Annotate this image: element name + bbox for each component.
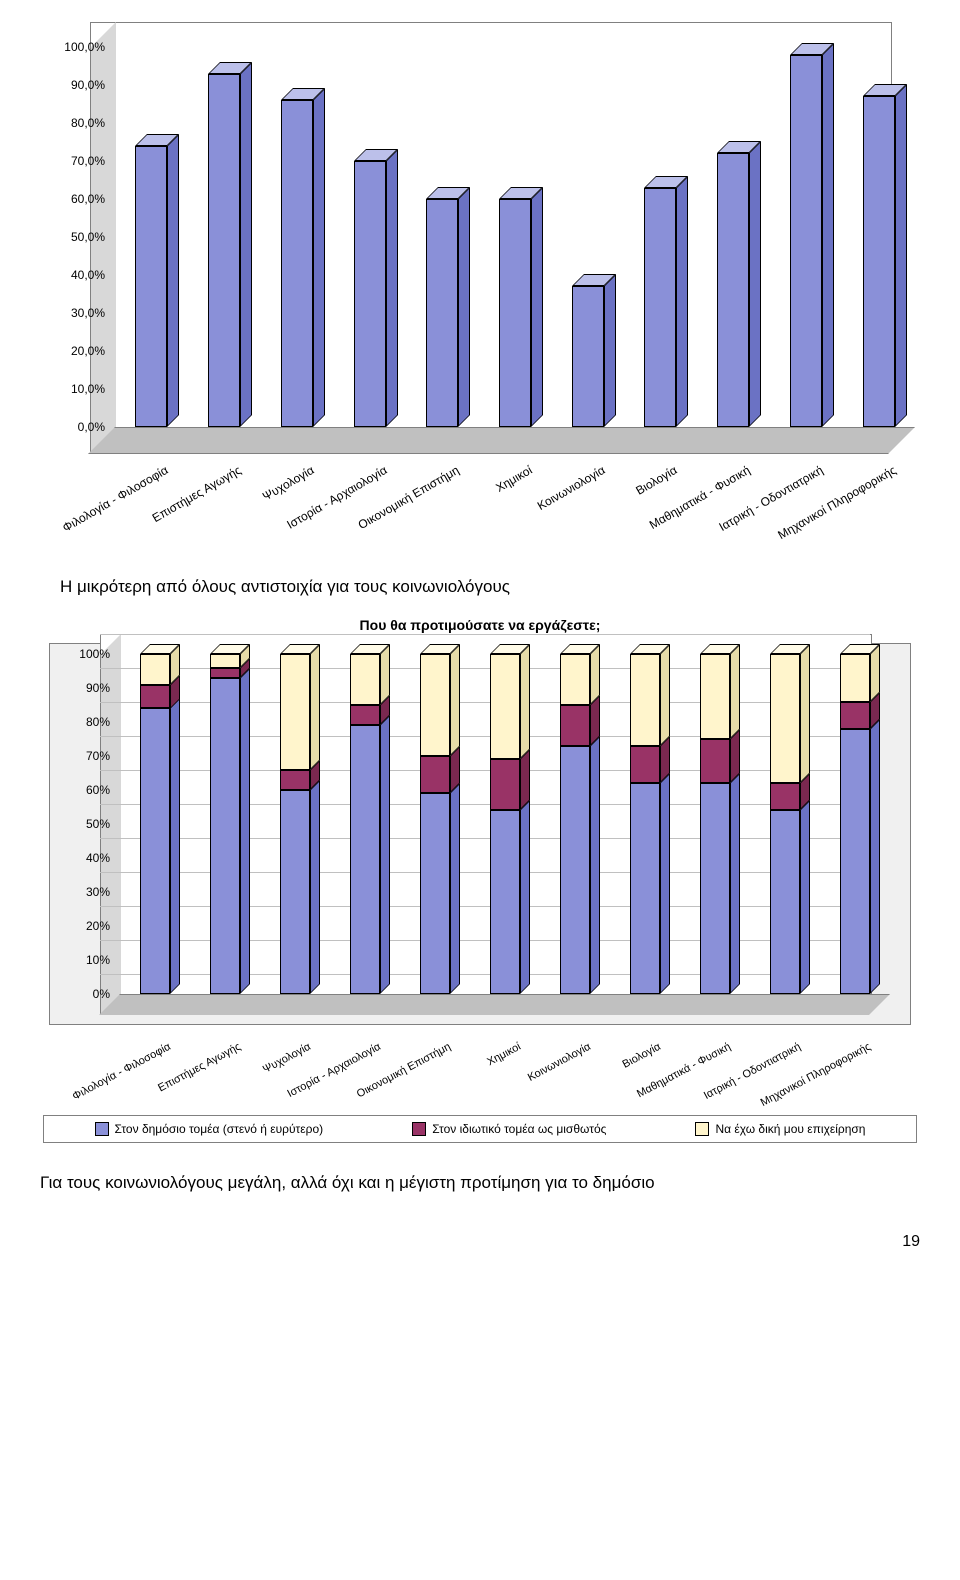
chart2-ytick: 10% [50,953,110,967]
chart2-ytick: 40% [50,851,110,865]
chart2-ytick: 70% [50,749,110,763]
legend-swatch [412,1122,426,1136]
chart2-xlabel: Φιλολογία - Φιλοσοφία [35,1041,173,1122]
chart2-ytick: 80% [50,715,110,729]
chart2-ytick: 90% [50,681,110,695]
chart1-ytick: 40,0% [30,268,105,282]
chart1-ytick: 30,0% [30,306,105,320]
chart2-xlabel: Οικονομική Επιστήμη [315,1041,453,1122]
chart1-ytick: 50,0% [30,230,105,244]
legend-item: Να έχω δική μου επιχείρηση [695,1122,865,1136]
chart2-ytick: 50% [50,817,110,831]
chart2-ytick: 100% [50,647,110,661]
closing-text: Για τους κοινωνιολόγους μεγάλη, αλλά όχι… [40,1173,940,1193]
chart1-ytick: 0,0% [30,420,105,434]
chart2-xlabel: Κοινωνιολογία [455,1041,593,1122]
chart1-floor [88,427,915,454]
page-number: 19 [20,1233,940,1251]
chart1-ytick: 20,0% [30,344,105,358]
legend-label: Στον ιδιωτικό τομέα ως μισθωτός [432,1122,606,1136]
chart1-xlabel: Μαθηματικά - Φυσική [607,463,753,555]
legend-item: Στον ιδιωτικό τομέα ως μισθωτός [412,1122,606,1136]
legend-label: Να έχω δική μου επιχείρηση [715,1122,865,1136]
chart1-xlabel: Φιλολογία - Φιλοσοφία [25,463,171,555]
chart2-xlabel: Ιστορία - Αρχαιολογία [245,1041,383,1122]
chart2-xlabel: Χημικοί [385,1041,523,1122]
legend-swatch [95,1122,109,1136]
chart1-xlabel: Ιατρική - Οδοντιατρική [680,463,826,555]
chart2: 0% 10% 20% 30% 40% 50% 60% 70% 80% 90% 100% [49,643,911,1025]
chart2-ytick: 60% [50,783,110,797]
chart2-ytick: 20% [50,919,110,933]
chart1-xlabel: Μηχανικοί Πληροφορικής [753,463,899,555]
chart2-ytick: 30% [50,885,110,899]
chart2-legend: Στον δημόσιο τομέα (στενό ή ευρύτερο) Στο… [43,1115,917,1143]
legend-item: Στον δημόσιο τομέα (στενό ή ευρύτερο) [95,1122,324,1136]
chart2-plot [120,654,890,994]
chart2-xlabel: Βιολογία [525,1041,663,1122]
chart2-xlabel: Ψυχολογία [175,1041,313,1122]
chart1-ytick: 60,0% [30,192,105,206]
chart2-ytick: 0% [50,987,110,1001]
chart2-xlabel: Μαθηματικά - Φυσική [595,1041,733,1122]
chart1-ytick: 80,0% [30,116,105,130]
chart1-ytick: 70,0% [30,154,105,168]
chart2-title: Που θα προτιμούσατε να εργάζεστε; [20,617,940,633]
chart1-ytick: 100,0% [30,40,105,54]
chart1-xlabel: Επιστήμες Αγωγής [98,463,244,555]
chart1-xlabel: Ψυχολογία [171,463,317,555]
chart2-xlabel: Επιστήμες Αγωγής [105,1041,243,1122]
chart2-floor [99,994,890,1015]
chart1-ytick: 90,0% [30,78,105,92]
chart1: 0,0% 10,0% 20,0% 30,0% 40,0% 50,0% 60,0% 70,0% 8… [30,47,930,487]
chart2-xlabel: Μηχανικοί Πληροφορικής [735,1041,873,1122]
chart1-plot [115,47,915,427]
chart1-ytick: 10,0% [30,382,105,396]
interlude-text: Η μικρότερη από όλους αντιστοιχία για το… [60,577,940,597]
chart2-xlabel: Ιατρική - Οδοντιατρική [665,1041,803,1122]
legend-swatch [695,1122,709,1136]
legend-label: Στον δημόσιο τομέα (στενό ή ευρύτερο) [115,1122,324,1136]
chart1-xlabel: Χημικοί [389,463,535,555]
chart1-xlabel: Οικονομική Επιστήμη [316,463,462,555]
